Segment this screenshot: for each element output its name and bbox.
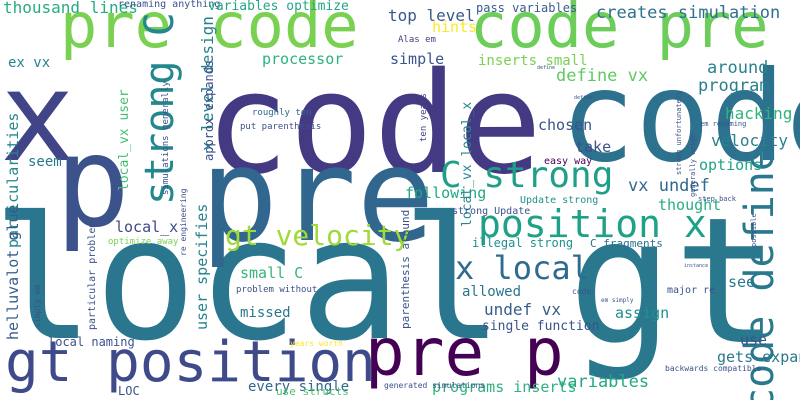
cloud-word: generated simulations <box>384 381 486 390</box>
cloud-word: optimize away <box>108 237 179 247</box>
cloud-word: ten years <box>419 93 429 142</box>
cloud-word: gt position <box>5 330 376 395</box>
cloud-word: top level <box>388 6 475 25</box>
cloud-word: local naming <box>48 335 135 349</box>
cloud-word: program <box>698 76 770 96</box>
cloud-word: instance <box>684 263 709 269</box>
cloud-word: hints <box>432 18 478 36</box>
cloud-word: strong unfortunately <box>675 90 683 175</box>
cloud-word: C strong <box>440 155 614 196</box>
cloud-word: assign <box>615 304 670 322</box>
cloud-word: inserts small <box>478 53 588 69</box>
cloud-word: processor <box>262 50 344 68</box>
cloud-word: missed <box>240 305 291 321</box>
cloud-word: strong C <box>137 12 183 205</box>
cloud-word: possible <box>750 213 758 247</box>
cloud-word: thousand lines <box>3 0 138 17</box>
cloud-word: problem without <box>236 285 318 295</box>
cloud-word: em simply <box>601 297 634 304</box>
cloud-word: around <box>707 58 769 78</box>
cloud-word: step back <box>698 195 736 203</box>
cloud-word: ex vx <box>8 55 51 71</box>
cloud-word: programs inserts <box>432 378 577 396</box>
cloud-word: pre p <box>365 314 564 391</box>
cloud-word: local <box>0 181 504 379</box>
cloud-word: take <box>575 138 612 156</box>
cloud-word: x local <box>455 249 590 287</box>
cloud-word: p <box>55 110 131 255</box>
cloud-word: put parenthesis <box>240 122 322 132</box>
cloud-word: illegal strong <box>472 236 574 250</box>
cloud-word: Update strong <box>520 195 599 206</box>
cloud-word: use structs <box>276 385 349 398</box>
cloud-word: every single <box>248 379 350 395</box>
cloud-word: seem <box>28 154 62 170</box>
cloud-word: parenthesis around <box>399 209 412 329</box>
cloud-word: code pre <box>470 0 769 62</box>
cloud-word: easy way <box>544 156 593 167</box>
cloud-word: particular problem <box>87 221 98 330</box>
cloud-word: simple <box>390 50 445 68</box>
cloud-word: following <box>405 184 487 202</box>
cloud-word: generally weigh <box>689 133 697 197</box>
cloud-word: gt <box>568 181 779 384</box>
cloud-word: single function <box>482 319 600 334</box>
cloud-word: helluvalot glue <box>4 204 22 340</box>
cloud-word: velocity <box>711 131 789 150</box>
cloud-word: major re <box>667 285 716 296</box>
cloud-word: thought <box>658 196 722 214</box>
cloud-word: gets expanded <box>717 348 800 366</box>
cloud-word: define <box>574 95 593 101</box>
cloud-word: gt velocity <box>225 219 411 252</box>
cloud-word: LOC <box>118 384 140 398</box>
cloud-word: small C <box>240 264 304 282</box>
cloud-word: code p <box>560 45 800 190</box>
cloud-word: pre code <box>60 0 359 62</box>
cloud-word: renaming anything <box>118 0 221 10</box>
cloud-word: define <box>537 65 556 71</box>
cloud-word: approx expands <box>202 59 216 161</box>
cloud-word: simulations generally <box>161 81 171 195</box>
cloud-word: variables <box>557 372 650 392</box>
cloud-word: creates simulation <box>596 3 781 23</box>
cloud-word: use <box>740 331 768 349</box>
cloud-word: re engineering <box>179 188 188 256</box>
cloud-word: pre <box>200 119 435 271</box>
cloud-word: roughly ten <box>252 108 312 118</box>
cloud-word: local_x <box>115 218 179 236</box>
cloud-word: define vx <box>556 66 649 86</box>
cloud-word: strong Update <box>452 206 531 217</box>
cloud-word: years worth <box>290 339 343 348</box>
cloud-word: code <box>205 43 543 206</box>
cloud-word: chosen <box>538 116 593 134</box>
cloud-word: position x <box>478 202 707 246</box>
cloud-word: undef vx <box>484 300 562 319</box>
cloud-word: x <box>0 45 76 190</box>
cloud-word: backwards compatible <box>665 364 762 373</box>
cloud-word: code <box>572 287 592 296</box>
cloud-word: Alas em <box>398 35 436 45</box>
cloud-word: vx undef <box>628 176 710 196</box>
cloud-word: hacking <box>725 104 793 123</box>
cloud-word: em renaming <box>700 120 747 128</box>
cloud-word: user specifies <box>193 203 211 330</box>
cloud-word: C fragments <box>590 237 663 250</box>
cloud-word: variables optimize <box>208 0 349 14</box>
cloud-word: pass variables <box>476 1 578 15</box>
cloud-word: allowed <box>462 284 522 300</box>
cloud-word: local_vx user <box>117 89 132 191</box>
cloud-word: see <box>728 273 756 291</box>
cloud-word: simply em <box>33 284 42 328</box>
cloud-word: options <box>699 156 763 174</box>
